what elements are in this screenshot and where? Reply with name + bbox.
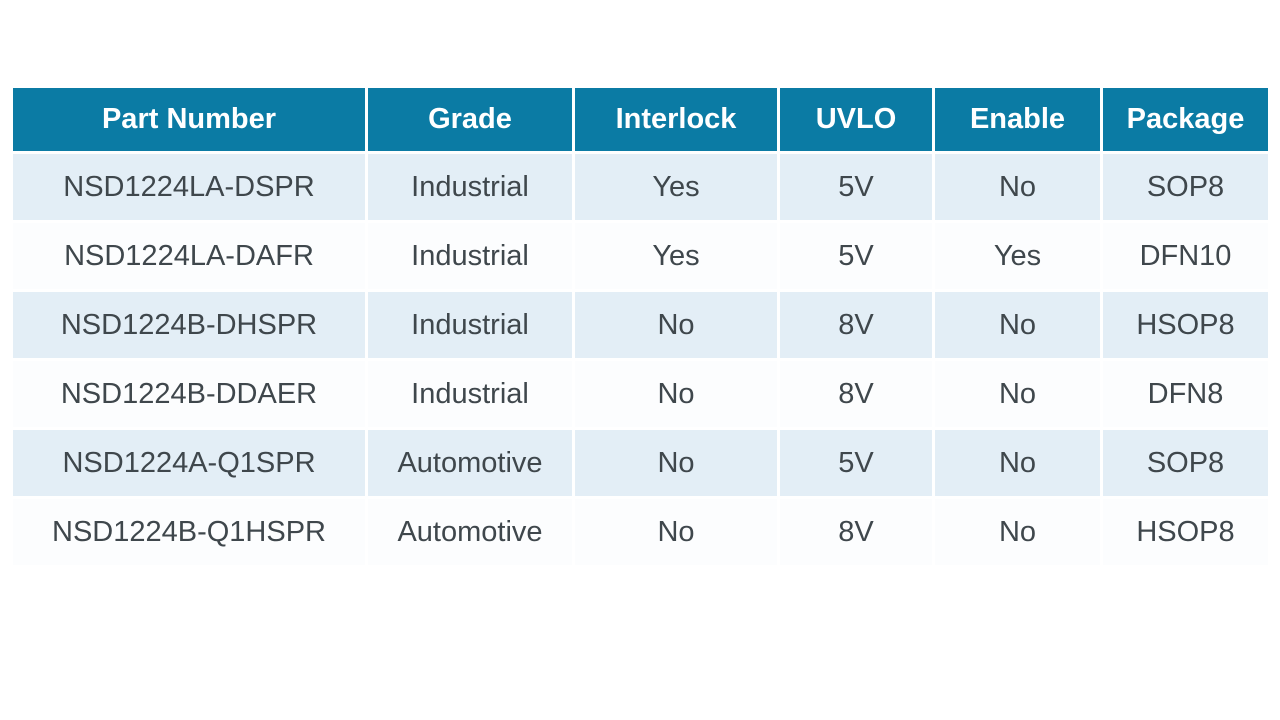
cell-package: DFN10 xyxy=(1100,220,1271,292)
column-header-enable: Enable xyxy=(932,85,1103,154)
cell-enable: No xyxy=(932,151,1103,223)
cell-interlock: Yes xyxy=(572,151,780,223)
table-header: Part Number Grade Interlock UVLO Enable … xyxy=(10,85,1271,154)
header-row: Part Number Grade Interlock UVLO Enable … xyxy=(10,85,1271,154)
cell-grade: Industrial xyxy=(365,220,575,292)
table-row: NSD1224B-DDAER Industrial No 8V No DFN8 xyxy=(10,358,1271,430)
cell-interlock: Yes xyxy=(572,220,780,292)
cell-enable: No xyxy=(932,427,1103,499)
cell-interlock: No xyxy=(572,496,780,568)
cell-uvlo: 5V xyxy=(777,427,935,499)
cell-package: HSOP8 xyxy=(1100,289,1271,361)
cell-part-number: NSD1224B-DHSPR xyxy=(10,289,368,361)
column-header-grade: Grade xyxy=(365,85,575,154)
table-row: NSD1224B-DHSPR Industrial No 8V No HSOP8 xyxy=(10,289,1271,361)
parts-selection-table: Part Number Grade Interlock UVLO Enable … xyxy=(10,85,1271,568)
cell-part-number: NSD1224B-Q1HSPR xyxy=(10,496,368,568)
cell-package: SOP8 xyxy=(1100,151,1271,223)
table-row: NSD1224LA-DAFR Industrial Yes 5V Yes DFN… xyxy=(10,220,1271,292)
cell-part-number: NSD1224LA-DAFR xyxy=(10,220,368,292)
column-header-part-number: Part Number xyxy=(10,85,368,154)
cell-part-number: NSD1224LA-DSPR xyxy=(10,151,368,223)
cell-uvlo: 5V xyxy=(777,151,935,223)
cell-interlock: No xyxy=(572,358,780,430)
column-header-package: Package xyxy=(1100,85,1271,154)
column-header-uvlo: UVLO xyxy=(777,85,935,154)
cell-grade: Industrial xyxy=(365,289,575,361)
table-body: NSD1224LA-DSPR Industrial Yes 5V No SOP8… xyxy=(10,151,1271,568)
cell-uvlo: 5V xyxy=(777,220,935,292)
cell-uvlo: 8V xyxy=(777,358,935,430)
cell-enable: No xyxy=(932,358,1103,430)
cell-grade: Industrial xyxy=(365,151,575,223)
cell-enable: No xyxy=(932,289,1103,361)
cell-package: SOP8 xyxy=(1100,427,1271,499)
cell-grade: Automotive xyxy=(365,427,575,499)
table-row: NSD1224B-Q1HSPR Automotive No 8V No HSOP… xyxy=(10,496,1271,568)
cell-package: DFN8 xyxy=(1100,358,1271,430)
cell-enable: No xyxy=(932,496,1103,568)
cell-interlock: No xyxy=(572,289,780,361)
cell-package: HSOP8 xyxy=(1100,496,1271,568)
table-row: NSD1224A-Q1SPR Automotive No 5V No SOP8 xyxy=(10,427,1271,499)
cell-grade: Automotive xyxy=(365,496,575,568)
cell-grade: Industrial xyxy=(365,358,575,430)
cell-enable: Yes xyxy=(932,220,1103,292)
cell-interlock: No xyxy=(572,427,780,499)
column-header-interlock: Interlock xyxy=(572,85,780,154)
table-row: NSD1224LA-DSPR Industrial Yes 5V No SOP8 xyxy=(10,151,1271,223)
cell-uvlo: 8V xyxy=(777,289,935,361)
cell-part-number: NSD1224B-DDAER xyxy=(10,358,368,430)
cell-uvlo: 8V xyxy=(777,496,935,568)
cell-part-number: NSD1224A-Q1SPR xyxy=(10,427,368,499)
